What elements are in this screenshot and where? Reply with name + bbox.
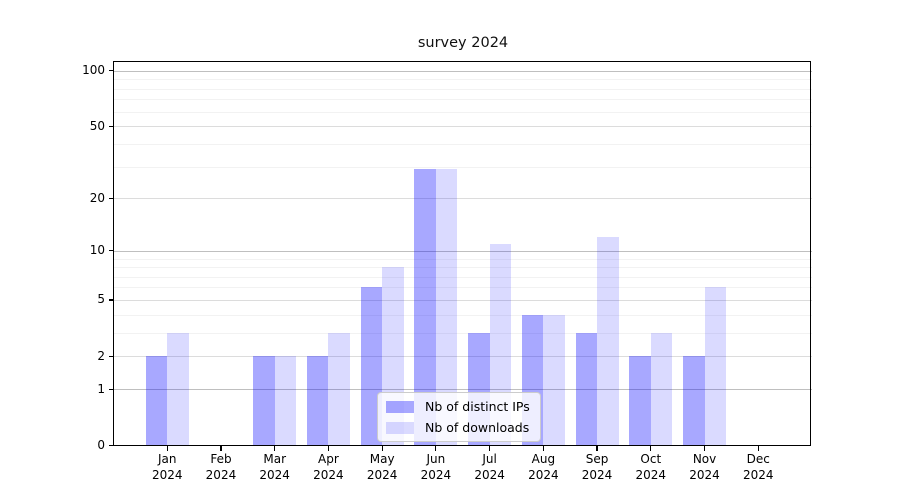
x-tick-label-jul-2024: Jul 2024 [474, 452, 505, 482]
x-tick-aug-2024 [542, 446, 544, 452]
chart-title: survey 2024 [417, 35, 509, 51]
x-tick-dec-2024 [757, 446, 759, 452]
x-tick-label-nov-2024: Nov 2024 [689, 452, 720, 482]
gridline-y-5 [113, 299, 812, 301]
bar-nb-of-downloads-jan-2024 [167, 332, 189, 446]
gridline-y-10 [113, 250, 812, 252]
x-tick-sep-2024 [596, 446, 598, 452]
bar-nb-of-downloads-oct-2024 [650, 332, 673, 446]
x-tick-jul-2024 [489, 446, 491, 452]
gridline-y-50 [113, 126, 812, 128]
bar-nb-of-distinct-ips-sep-2024 [575, 332, 598, 446]
bar-nb-of-downloads-apr-2024 [328, 332, 350, 446]
bar-nb-of-distinct-ips-oct-2024 [629, 356, 651, 446]
gridline-minor-y-60 [113, 111, 812, 113]
y-tick-label-50: 50 [89, 118, 105, 133]
gridline-y-1 [113, 389, 812, 391]
y-tick-label-1: 1 [97, 381, 105, 396]
legend-swatch-downloads [386, 421, 414, 434]
x-tick-may-2024 [381, 446, 383, 452]
legend-item-distinct-ips: Nb of distinct IPs [386, 399, 530, 414]
x-tick-jun-2024 [435, 446, 437, 452]
bar-nb-of-downloads-jun-2024 [435, 169, 458, 446]
y-tick-0 [108, 445, 114, 447]
x-tick-label-mar-2024: Mar 2024 [259, 452, 290, 482]
x-tick-label-jan-2024: Jan 2024 [151, 452, 183, 482]
x-tick-label-sep-2024: Sep 2024 [581, 452, 613, 482]
x-tick-label-jun-2024: Jun 2024 [420, 452, 452, 482]
x-tick-label-dec-2024: Dec 2024 [742, 452, 774, 482]
x-tick-label-feb-2024: Feb 2024 [205, 452, 237, 482]
gridline-y-2 [113, 356, 812, 358]
x-tick-mar-2024 [274, 446, 276, 452]
y-tick-label-100: 100 [82, 63, 105, 78]
x-tick-oct-2024 [650, 446, 652, 452]
x-tick-apr-2024 [327, 446, 329, 452]
y-tick-10 [108, 250, 114, 252]
bar-nb-of-downloads-mar-2024 [274, 356, 297, 446]
x-tick-feb-2024 [220, 446, 222, 452]
gridline-minor-y-6 [113, 287, 812, 289]
gridline-minor-y-9 [113, 258, 812, 260]
y-tick-20 [108, 197, 114, 199]
gridline-minor-y-7 [113, 276, 812, 278]
x-tick-label-aug-2024: Aug 2024 [528, 452, 559, 482]
bar-nb-of-distinct-ips-jun-2024 [414, 169, 436, 446]
x-tick-jan-2024 [166, 446, 168, 452]
bar-nb-of-downloads-sep-2024 [597, 237, 619, 446]
gridline-minor-y-4 [113, 314, 812, 316]
y-tick-50 [108, 125, 114, 127]
gridline-minor-y-70 [113, 99, 812, 101]
legend: Nb of distinct IPs Nb of downloads [377, 392, 541, 442]
bar-nb-of-distinct-ips-nov-2024 [683, 356, 705, 446]
gridline-minor-y-8 [113, 267, 812, 269]
legend-label-distinct-ips: Nb of distinct IPs [425, 399, 530, 414]
y-tick-100 [108, 70, 114, 72]
bar-nb-of-downloads-nov-2024 [704, 287, 727, 446]
y-tick-label-0: 0 [97, 438, 105, 452]
x-tick-label-may-2024: May 2024 [366, 452, 398, 482]
bar-nb-of-distinct-ips-may-2024 [360, 287, 383, 446]
gridline-minor-y-40 [113, 143, 812, 145]
gridline-y-100 [113, 70, 812, 72]
y-tick-label-20: 20 [89, 190, 105, 205]
gridline-y-20 [113, 198, 812, 200]
y-tick-1 [108, 388, 114, 390]
y-tick-2 [108, 355, 114, 357]
gridline-minor-y-80 [113, 88, 812, 90]
bar-nb-of-distinct-ips-mar-2024 [253, 356, 275, 446]
legend-item-downloads: Nb of downloads [386, 420, 530, 435]
y-tick-5 [108, 299, 114, 301]
gridline-minor-y-30 [113, 166, 812, 168]
x-tick-label-oct-2024: Oct 2024 [635, 452, 667, 482]
gridline-minor-y-90 [113, 79, 812, 81]
bar-nb-of-downloads-aug-2024 [543, 314, 565, 446]
x-tick-label-apr-2024: Apr 2024 [313, 452, 344, 482]
y-tick-label-5: 5 [97, 292, 105, 307]
y-tick-label-2: 2 [97, 348, 105, 363]
legend-swatch-distinct-ips [386, 400, 414, 413]
x-tick-nov-2024 [703, 446, 706, 452]
bar-nb-of-distinct-ips-apr-2024 [306, 356, 329, 446]
y-tick-label-10: 10 [89, 243, 105, 258]
bar-nb-of-distinct-ips-jan-2024 [145, 356, 168, 446]
gridline-minor-y-3 [113, 332, 812, 334]
legend-label-downloads: Nb of downloads [425, 420, 530, 435]
